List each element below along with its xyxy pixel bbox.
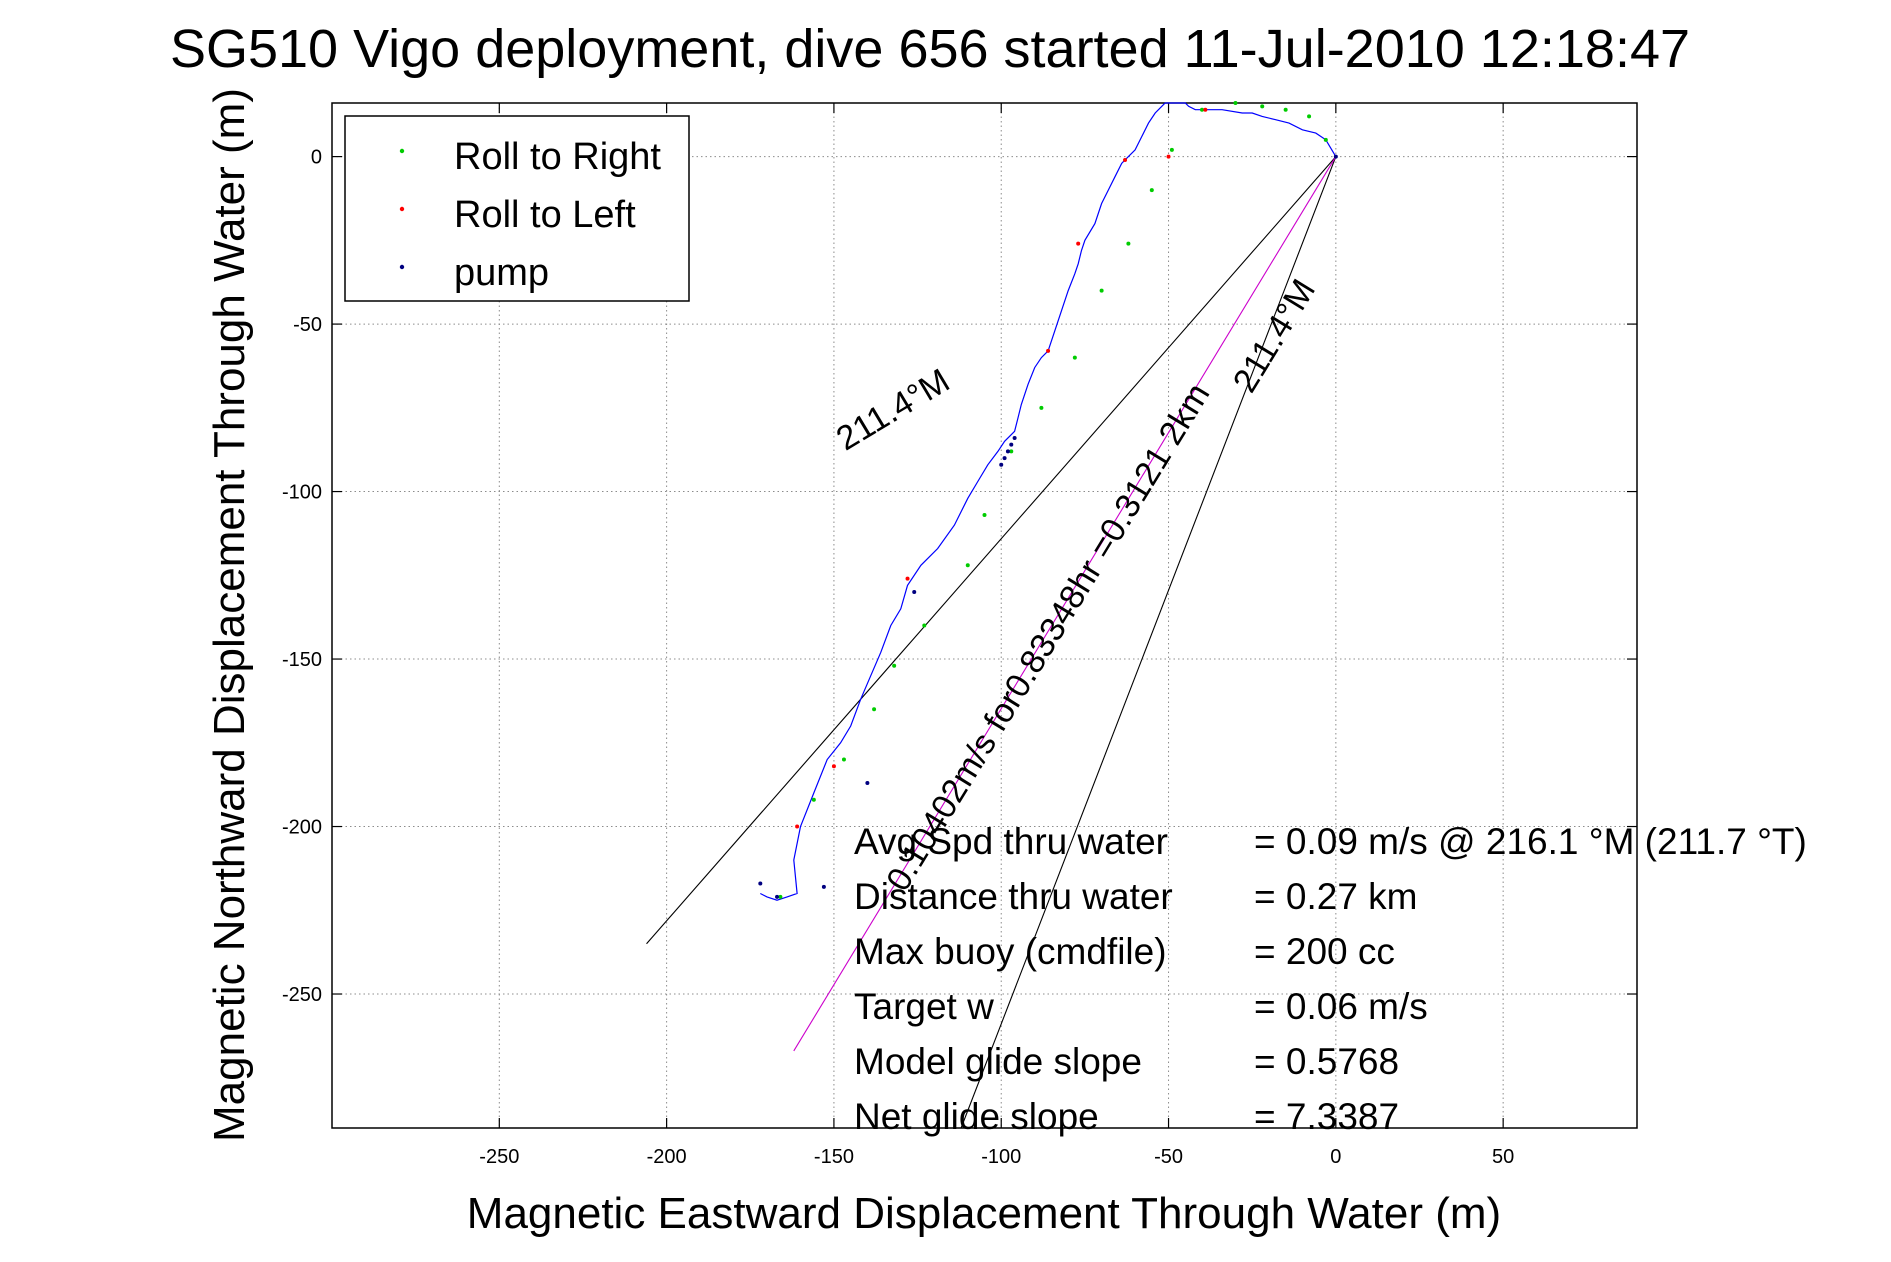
chart-title: SG510 Vigo deployment, dive 656 started … (170, 19, 1690, 79)
vector-lines (646, 156, 1337, 1129)
stat-label: Net glide slope (854, 1096, 1099, 1137)
axis-ticks: -250 -200 -150 -100 -50 0 50 0 -50 -100 -150 -200 -2… (282, 103, 1637, 1168)
pump-point (999, 462, 1004, 467)
y-tick-label: 0 (311, 147, 322, 169)
roll-right-point (1099, 288, 1104, 293)
roll-right-point (1200, 107, 1204, 112)
roll-left-point (1123, 157, 1128, 162)
heading-label-vector: 211.4°M (1226, 273, 1323, 399)
x-tick-label: -200 (647, 1146, 687, 1168)
x-axis-label: Magnetic Eastward Displacement Through W… (467, 1189, 1501, 1238)
track-line (760, 102, 1337, 901)
y-tick-label: -250 (282, 984, 322, 1006)
y-tick-label: -50 (293, 314, 322, 336)
stat-value: = 0.09 m/s @ 216.1 °M (211.7 °T) (1254, 821, 1807, 862)
roll-right-point (1169, 147, 1174, 152)
annotation-layer: 0.10402m/s for0.83348hr =0.3121 2km211.4… (830, 273, 1323, 898)
roll-left-point (1203, 107, 1208, 112)
track-layer (760, 102, 1337, 901)
roll-right-point (1233, 101, 1238, 105)
legend-marker-roll-left (399, 206, 405, 212)
roll-right-point (811, 797, 816, 802)
y-axis-label: Magnetic Northward Displacement Through … (205, 88, 254, 1142)
stat-value: = 0.06 m/s (1254, 986, 1428, 1027)
stat-label: Model glide slope (854, 1041, 1142, 1082)
pump-point (1012, 435, 1017, 440)
roll-right-point (1260, 104, 1265, 109)
roll-right-point (1307, 114, 1312, 119)
pump-point (1009, 442, 1014, 447)
legend-marker-pump (399, 264, 405, 270)
x-tick-label: -250 (479, 1146, 519, 1168)
vector-line (646, 156, 1337, 945)
roll-right-point (1039, 405, 1044, 410)
heading-label-track: 211.4°M (830, 362, 956, 459)
roll-right-point (1072, 355, 1077, 360)
pump-point (1333, 154, 1338, 159)
roll-left-point (831, 764, 836, 769)
pump-point (775, 894, 780, 899)
roll-left-point (905, 576, 910, 581)
legend-label-pump: pump (454, 252, 549, 294)
y-tick-label: -150 (282, 649, 322, 671)
roll-right-point (1126, 241, 1131, 246)
y-tick-label: -100 (282, 482, 322, 504)
stat-label: Distance thru water (854, 876, 1173, 917)
roll-right-point (922, 623, 927, 628)
pump-point (758, 881, 763, 886)
roll-left-point (1046, 348, 1051, 353)
legend-label-roll-right: Roll to Right (454, 136, 661, 178)
stat-value: = 0.27 km (1254, 876, 1418, 917)
y-tick-label: -200 (282, 817, 322, 839)
roll-right-point (965, 563, 970, 568)
stat-value: = 200 cc (1254, 931, 1395, 972)
vector-speed-label: 0.10402m/s for0.83348hr =0.3121 2km (879, 377, 1217, 898)
x-tick-label: -150 (814, 1146, 854, 1168)
roll-right-point (1283, 107, 1288, 112)
x-tick-label: -50 (1154, 1146, 1183, 1168)
grid (332, 103, 1637, 1128)
roll-right-point (1009, 449, 1014, 454)
roll-right-point (892, 663, 897, 668)
stat-label: Avg Spd thru water (854, 821, 1168, 862)
roll-right-point (1323, 137, 1328, 142)
vector-line (793, 156, 1337, 1052)
roll-right-point (872, 707, 877, 712)
pump-point (865, 780, 870, 785)
pump-point (1005, 449, 1010, 454)
pump-point (821, 884, 826, 889)
roll-left-point (1076, 241, 1081, 246)
legend-marker-roll-right (399, 148, 405, 154)
legend-label-roll-left: Roll to Left (454, 194, 636, 236)
roll-left-point (795, 824, 800, 829)
x-tick-label: 50 (1492, 1146, 1514, 1168)
stats-block: Avg Spd thru water = 0.09 m/s @ 216.1 °M… (854, 821, 1807, 1137)
stat-value: = 0.5768 (1254, 1041, 1399, 1082)
pump-point (1002, 456, 1007, 461)
roll-right-point (982, 513, 987, 518)
plot-frame (331, 102, 1638, 1129)
stat-label: Max buoy (cmdfile) (854, 931, 1167, 972)
vector-line (960, 156, 1337, 1129)
legend: Roll to Right Roll to Left pump (344, 115, 690, 302)
roll-right-point (841, 757, 846, 762)
x-tick-label: -100 (981, 1146, 1021, 1168)
x-tick-label: 0 (1330, 1146, 1341, 1168)
roll-left-point (1166, 154, 1171, 159)
marker-layer (758, 101, 1338, 899)
roll-right-point (1149, 188, 1154, 193)
stat-value: = 7.3387 (1254, 1096, 1399, 1137)
stat-label: Target w (854, 986, 994, 1027)
roll-right-point (778, 894, 783, 899)
pump-point (912, 590, 917, 595)
